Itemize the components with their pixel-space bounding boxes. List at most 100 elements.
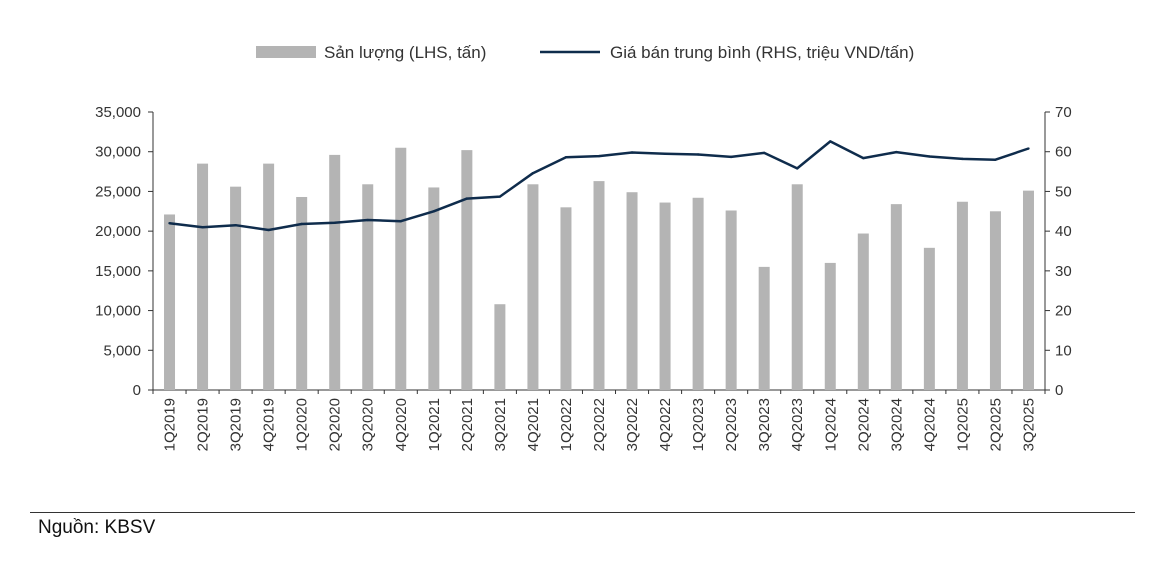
bar-3Q2022 (626, 192, 638, 390)
x-tick-label: 1Q2020 (294, 398, 311, 451)
y-left-tick-label: 5,000 (103, 342, 141, 359)
x-tick-label: 3Q2024 (888, 398, 905, 451)
y-right-tick-label: 70 (1055, 104, 1072, 121)
x-tick-label: 3Q2021 (492, 398, 509, 451)
x-tick-label: 4Q2020 (393, 398, 410, 451)
bar-2Q2019 (197, 163, 209, 390)
line-point-2Q2024 (862, 156, 865, 160)
bar-2Q2020 (329, 154, 341, 390)
x-tick-label: 4Q2019 (261, 398, 278, 451)
x-tick-label: 2Q2025 (987, 398, 1004, 451)
bar-3Q2023 (758, 266, 770, 390)
x-tick-label: 1Q2024 (822, 398, 839, 451)
line-point-4Q2022 (663, 152, 667, 155)
line-point-4Q2020 (399, 220, 402, 223)
source-note: Nguồn: KBSV (38, 517, 156, 538)
line-point-2Q2022 (597, 154, 601, 158)
chart-legend: Sản lượng (LHS, tấn) Giá bán trung bình … (256, 43, 914, 62)
line-point-4Q2021 (531, 171, 535, 175)
x-tick-label: 2Q2021 (459, 398, 476, 451)
x-tick-label: 4Q2021 (525, 398, 542, 451)
x-tick-label: 4Q2024 (921, 398, 938, 451)
line-point-1Q2025 (961, 157, 964, 161)
y-left-tick-label: 10,000 (95, 303, 141, 320)
line-point-3Q2021 (498, 195, 502, 198)
y-right-tick-label: 20 (1055, 303, 1072, 320)
bar-1Q2025 (956, 201, 968, 390)
legend-swatch-bar (256, 46, 316, 58)
x-tick-label: 2Q2024 (855, 398, 872, 451)
legend-label-bar: Sản lượng (LHS, tấn) (324, 43, 486, 62)
y-right-tick-label: 30 (1055, 263, 1072, 280)
x-tick-label: 1Q2021 (426, 398, 443, 451)
line-point-2Q2023 (729, 155, 733, 159)
bar-1Q2022 (560, 207, 572, 390)
line-point-2Q2025 (994, 158, 997, 161)
x-tick-label: 1Q2019 (162, 398, 179, 451)
x-tick-label: 1Q2022 (558, 398, 575, 451)
x-tick-label: 1Q2025 (954, 398, 971, 451)
bar-1Q2021 (428, 187, 440, 390)
line-point-3Q2019 (234, 223, 237, 227)
x-tick-label: 2Q2023 (723, 398, 740, 451)
bar-1Q2019 (164, 214, 176, 390)
line-point-1Q2019 (168, 222, 171, 225)
bar-2Q2022 (593, 181, 605, 390)
bar-4Q2022 (659, 202, 671, 390)
line-point-3Q2025 (1027, 147, 1030, 150)
x-tick-label: 3Q2025 (1020, 398, 1037, 451)
x-tick-label: 2Q2019 (195, 398, 212, 451)
y-left-tick-label: 15,000 (95, 263, 141, 280)
bar-1Q2020 (296, 196, 308, 390)
bar-3Q2021 (494, 304, 506, 390)
bar-4Q2020 (395, 147, 407, 390)
bar-1Q2024 (824, 262, 836, 390)
x-tick-label: 2Q2020 (327, 398, 344, 451)
y-left-tick-label: 35,000 (95, 104, 141, 121)
legend-label-line: Giá bán trung bình (RHS, triệu VND/tấn) (610, 43, 914, 62)
line-point-1Q2023 (696, 153, 700, 156)
x-tick-label: 4Q2023 (789, 398, 806, 451)
y-left-tick-label: 30,000 (95, 144, 141, 161)
x-tick-labels: 1Q2019 2Q2019 3Q2019 4Q2019 1Q2020 2Q2020 3Q20… (162, 398, 1038, 451)
x-tick-label: 3Q2020 (360, 398, 377, 451)
x-tick-label: 3Q2023 (756, 398, 773, 451)
x-tick-label: 3Q2022 (624, 398, 641, 451)
bar-4Q2023 (791, 184, 803, 390)
bar-2Q2023 (725, 210, 737, 390)
x-tick-label: 4Q2022 (657, 398, 674, 451)
y-left-tick-label: 20,000 (95, 223, 141, 240)
line-point-1Q2024 (829, 140, 832, 143)
y-left-tick-label: 0 (133, 382, 141, 399)
bar-4Q2024 (923, 247, 935, 390)
line-point-3Q2020 (366, 218, 369, 222)
source-divider (30, 512, 1135, 513)
line-series (168, 140, 1030, 232)
line-point-4Q2019 (267, 228, 270, 232)
line-point-1Q2022 (564, 156, 568, 159)
bar-2Q2021 (461, 150, 473, 390)
line-point-1Q2021 (432, 210, 436, 213)
bar-1Q2023 (692, 197, 704, 390)
y-right-tick-label: 40 (1055, 223, 1072, 240)
y-left-tick-label: 25,000 (95, 183, 141, 200)
line-point-3Q2023 (762, 151, 766, 155)
axes-group: 0 5,000 10,000 15,000 20,000 25,000 30,000 35,0… (95, 104, 1072, 399)
bar-2Q2025 (989, 211, 1001, 390)
line-point-2Q2021 (465, 197, 469, 200)
bar-3Q2020 (362, 184, 374, 390)
y-right-tick-label: 0 (1055, 382, 1063, 399)
bar-4Q2019 (263, 163, 275, 390)
bar-3Q2019 (230, 186, 242, 390)
y-right-tick-label: 10 (1055, 342, 1072, 359)
combo-chart: Sản lượng (LHS, tấn) Giá bán trung bình … (95, 43, 1072, 451)
x-tick-label: 1Q2023 (690, 398, 707, 451)
y-right-tick-label: 60 (1055, 144, 1072, 161)
bar-2Q2024 (857, 233, 869, 390)
bar-4Q2021 (527, 184, 539, 390)
chart-svg: Sản lượng (LHS, tấn) Giá bán trung bình … (95, 43, 1072, 451)
line-point-4Q2024 (928, 155, 931, 158)
x-tick-label: 2Q2022 (591, 398, 608, 451)
line-point-4Q2023 (796, 167, 799, 170)
bar-3Q2024 (890, 204, 902, 390)
